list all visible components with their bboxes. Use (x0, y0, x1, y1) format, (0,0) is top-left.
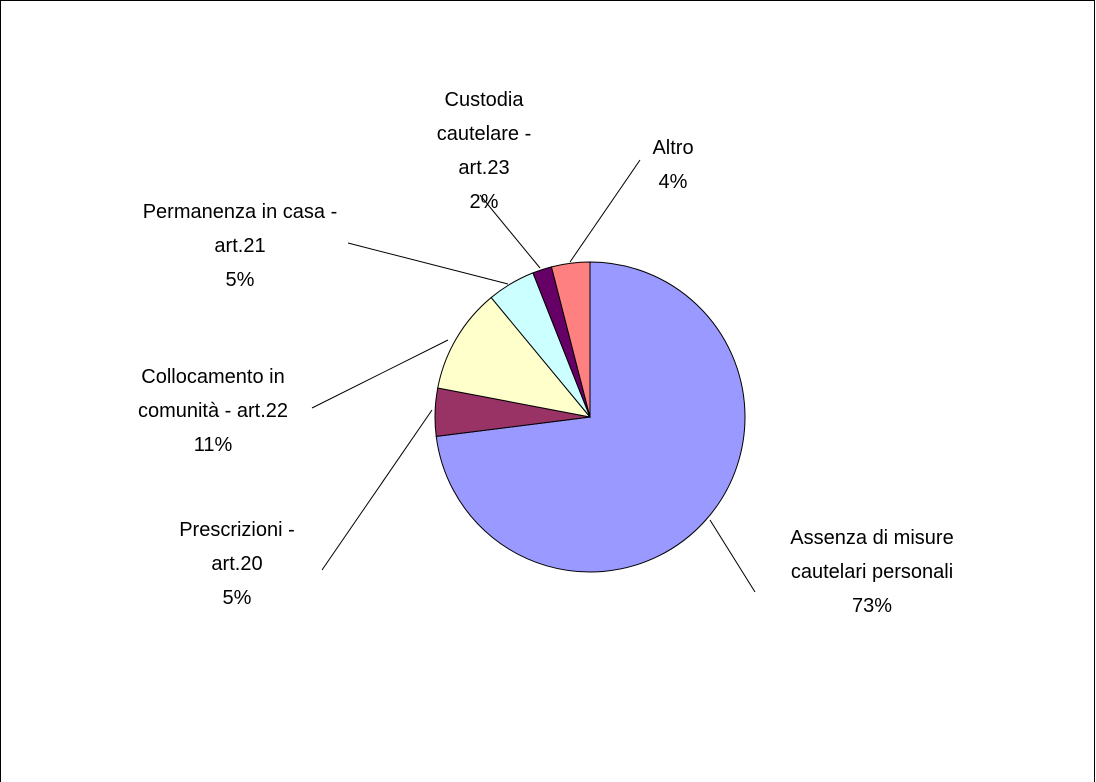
leader-line (347, 242, 509, 285)
value-label: 11% (193, 434, 233, 456)
value-label: 4% (658, 171, 688, 193)
value-label: 73% (851, 595, 893, 617)
slice-label: Prescrizioni - art.20 5% (152, 513, 322, 615)
value-label: 5% (222, 587, 252, 609)
pie-slice (550, 261, 591, 418)
leader-line (569, 159, 641, 263)
category-label: Altro (652, 137, 694, 159)
value-label: 2% (469, 191, 499, 213)
category-label: Custodia cautelare - art.23 (436, 89, 532, 179)
slice-label: Assenza di misure cautelari personali 73% (782, 521, 962, 623)
slice-label: Altro 4% (633, 131, 713, 199)
category-label: Permanenza in casa - art.21 (142, 201, 338, 257)
category-label: Collocamento in comunità - art.22 (137, 366, 289, 422)
slice-label: Permanenza in casa - art.21 5% (130, 195, 350, 297)
leader-line (479, 194, 541, 269)
slice-label: Custodia cautelare - art.23 2% (409, 83, 559, 219)
slice-label: Collocamento in comunità - art.22 11% (113, 360, 313, 462)
leader-line (321, 409, 433, 571)
category-label: Prescrizioni - art.20 (179, 519, 295, 575)
leader-line (311, 339, 449, 409)
category-label: Assenza di misure cautelari personali (790, 527, 954, 583)
leader-line (709, 519, 756, 593)
value-label: 5% (225, 269, 255, 291)
pie-slice (437, 296, 592, 418)
